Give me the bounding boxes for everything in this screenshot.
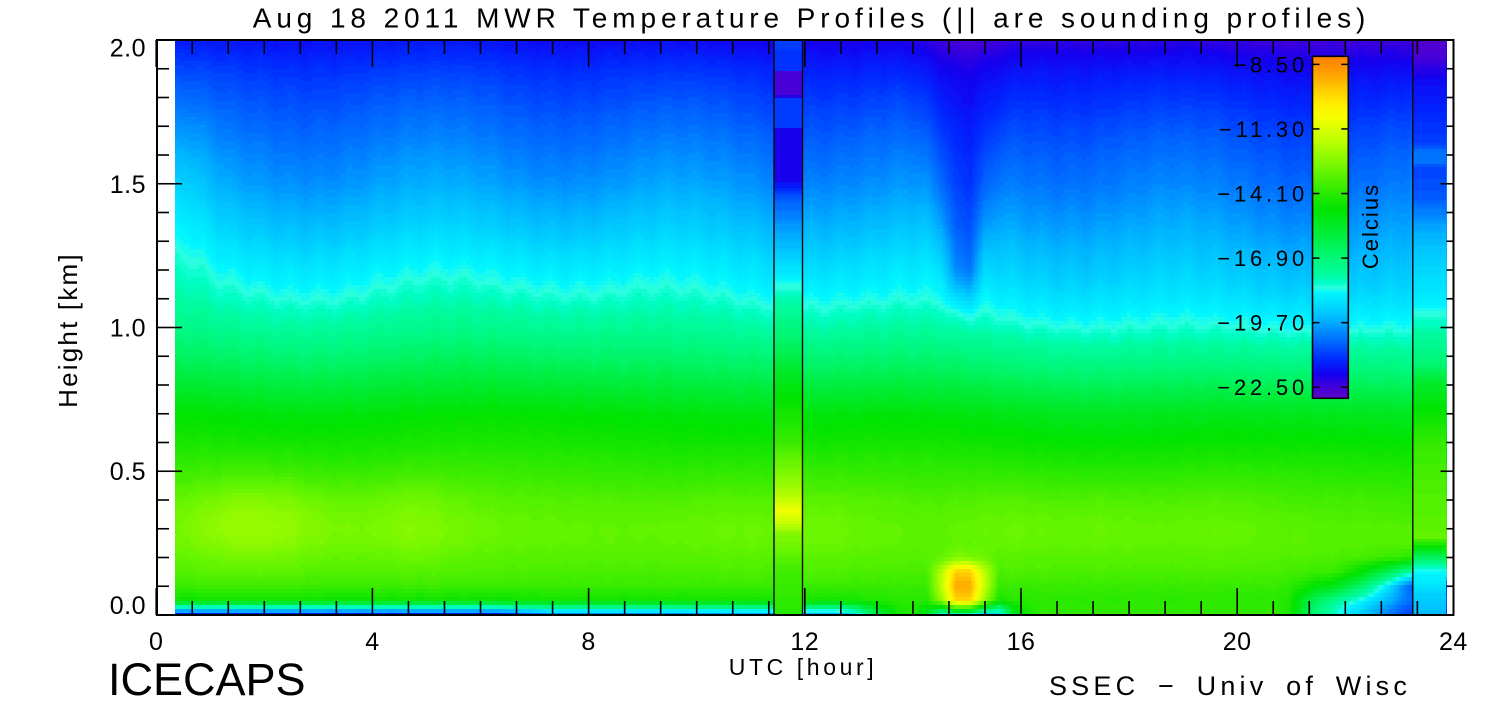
svg-text:1.5: 1.5 (110, 171, 146, 199)
svg-text:−11.30: −11.30 (1219, 117, 1308, 142)
svg-text:Aug 18 2011 MWR Temperature Pr: Aug 18 2011 MWR Temperature Profiles (||… (253, 3, 1371, 34)
svg-text:−8.50: −8.50 (1233, 52, 1308, 77)
svg-text:20: 20 (1223, 628, 1252, 656)
svg-text:−14.10: −14.10 (1217, 182, 1308, 207)
svg-text:−16.90: −16.90 (1217, 246, 1308, 271)
svg-text:Height [km]: Height [km] (53, 252, 83, 408)
svg-text:0.0: 0.0 (110, 592, 146, 620)
svg-text:Celcius: Celcius (1358, 183, 1383, 269)
svg-text:0: 0 (149, 628, 163, 656)
svg-text:1.0: 1.0 (110, 315, 146, 343)
svg-text:0.5: 0.5 (110, 458, 146, 486)
svg-text:8: 8 (581, 628, 595, 656)
svg-text:−22.50: −22.50 (1217, 375, 1308, 400)
svg-text:12: 12 (790, 628, 819, 656)
svg-text:24: 24 (1439, 628, 1468, 656)
svg-text:16: 16 (1007, 628, 1036, 656)
svg-text:−19.70: −19.70 (1217, 311, 1308, 336)
svg-text:UTC [hour]: UTC [hour] (729, 654, 877, 680)
svg-text:ICECAPS: ICECAPS (108, 654, 306, 700)
svg-text:4: 4 (365, 628, 379, 656)
svg-text:SSEC − Univ of Wisc: SSEC − Univ of Wisc (1049, 671, 1411, 700)
svg-text:2.0: 2.0 (110, 35, 146, 63)
